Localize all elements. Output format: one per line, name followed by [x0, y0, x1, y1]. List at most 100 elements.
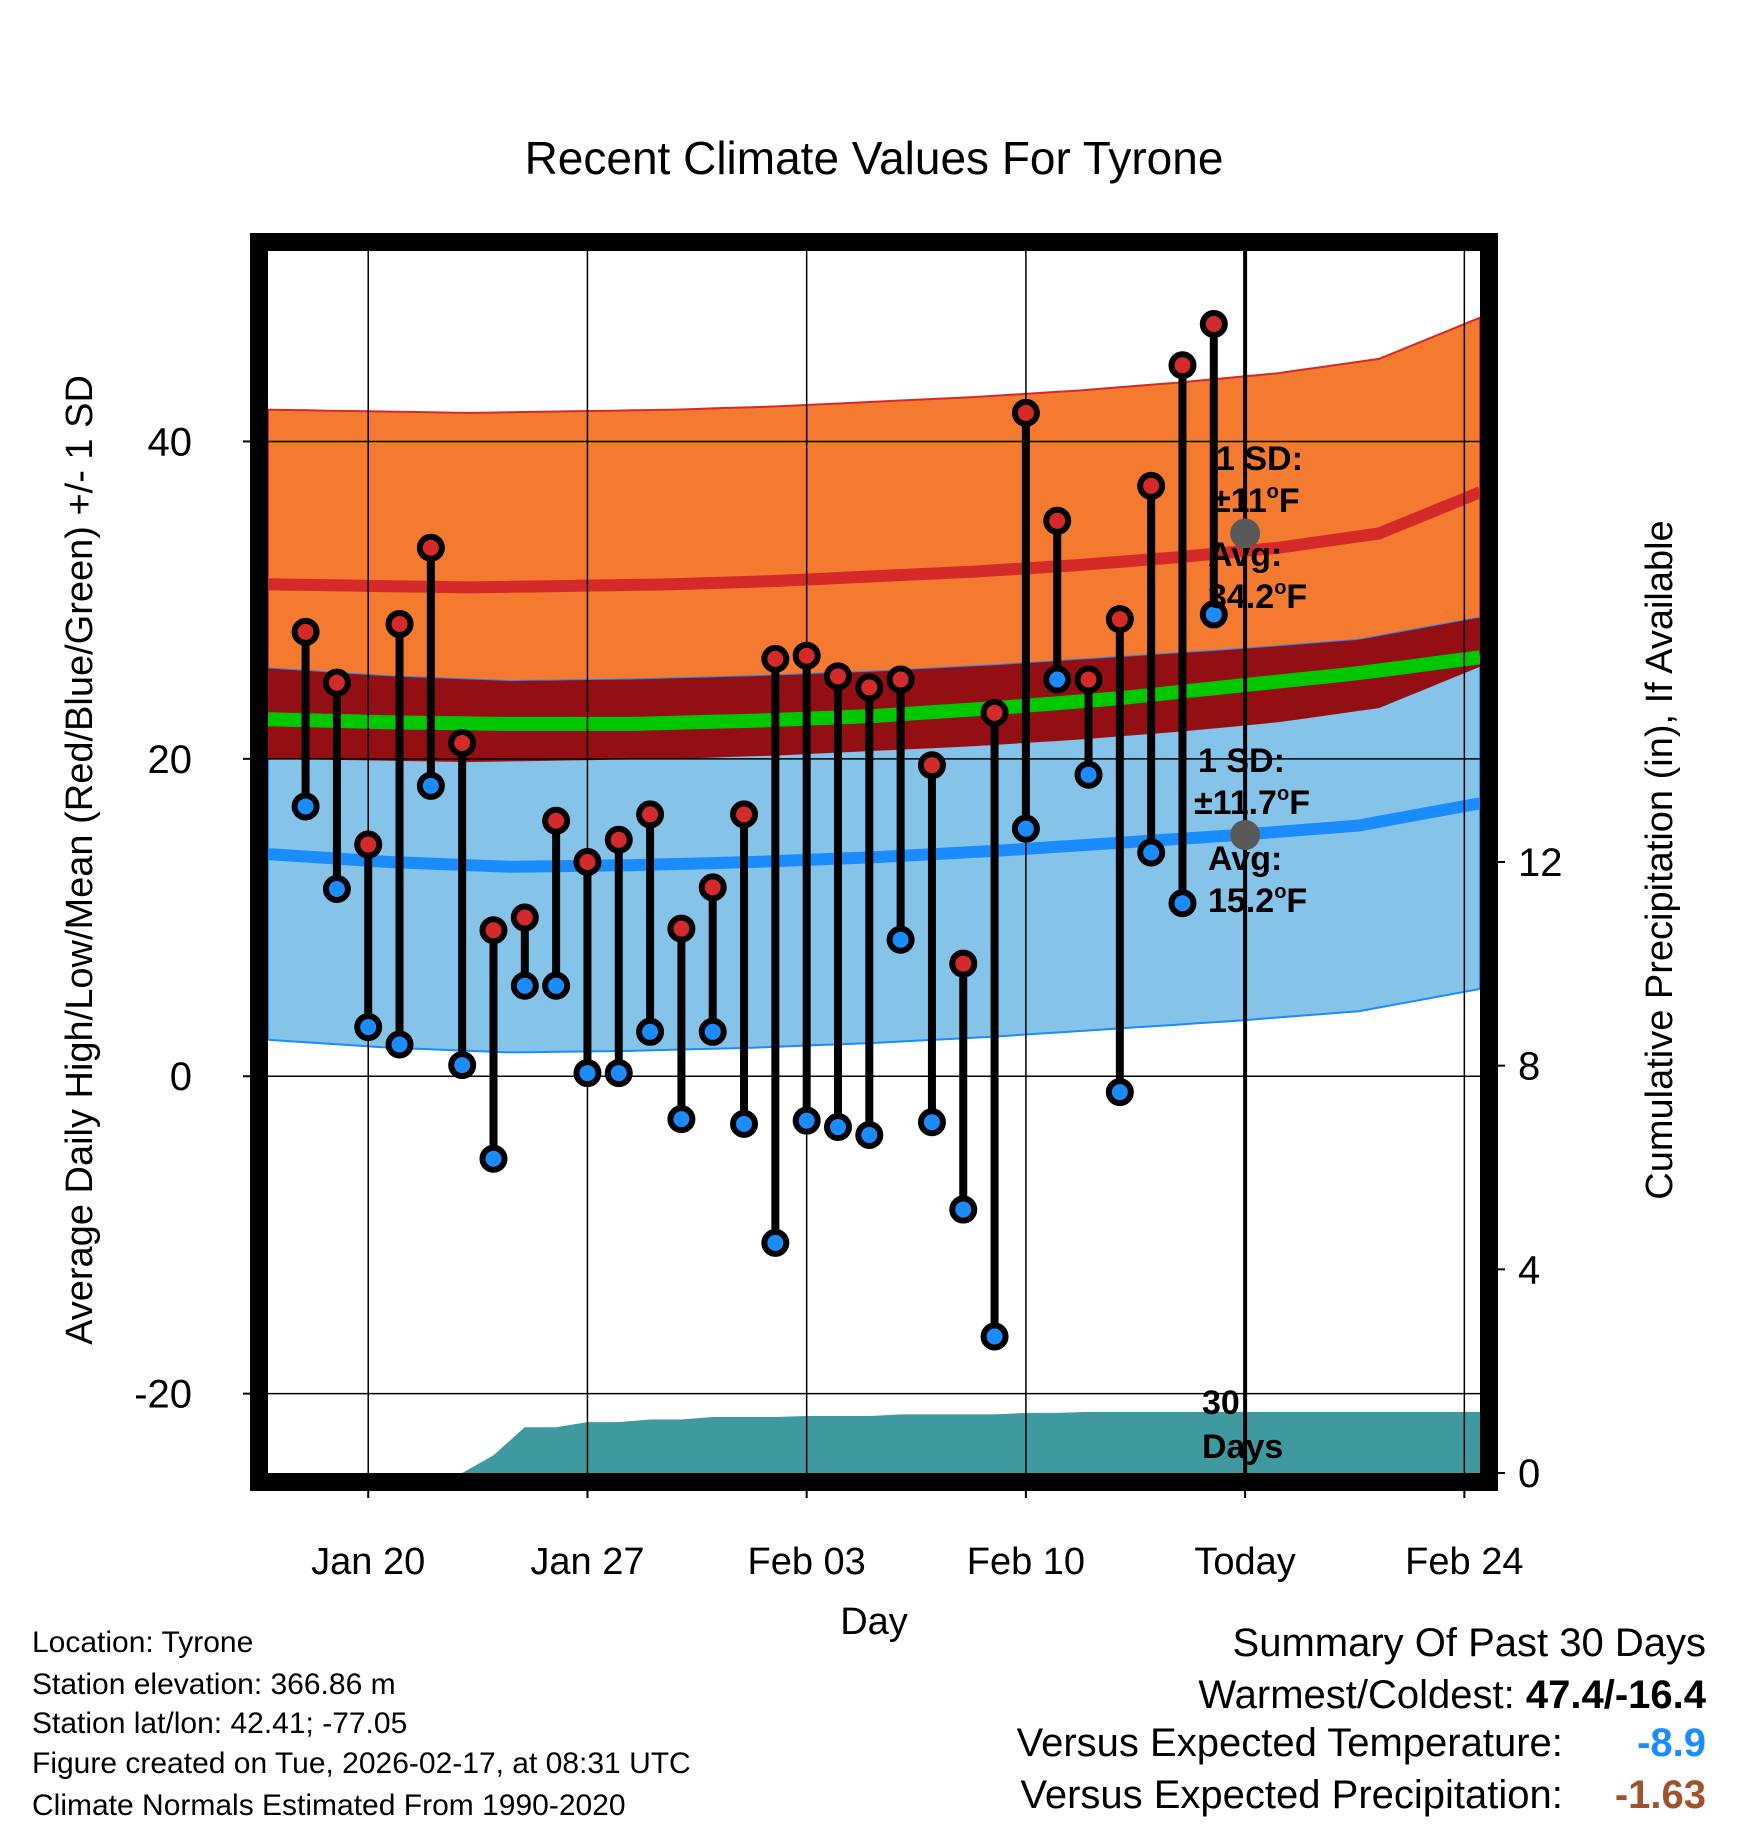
daily-low-point: [823, 1113, 852, 1142]
daily-low-point: [636, 1017, 665, 1046]
low-sd-value: ±11.7oF: [1194, 783, 1310, 822]
daily-high-point: [949, 949, 978, 978]
low-avg-value-unit: F: [1286, 882, 1307, 920]
daily-low-point: [1199, 600, 1228, 629]
daily-low-point: [573, 1059, 602, 1088]
info-latlon: Station lat/lon: 42.41; -77.05: [32, 1707, 408, 1740]
daily-high-point: [1168, 351, 1197, 380]
y-tick-label: 40: [148, 420, 193, 464]
high-sd-value: ±11oF: [1212, 481, 1300, 520]
summary-precip-label: Versus Expected Precipitation:: [1020, 1773, 1563, 1817]
summary-temp-value: -8.9: [1637, 1721, 1706, 1765]
daily-high-point: [792, 641, 821, 670]
daily-high-point: [1011, 398, 1040, 427]
daily-high-point: [448, 728, 477, 757]
daily-low-point: [949, 1195, 978, 1224]
daily-high-point: [604, 825, 633, 854]
summary-temp-label: Versus Expected Temperature:: [1016, 1721, 1563, 1765]
high-sd-label: 1 SD:: [1216, 440, 1303, 478]
daily-high-point: [1199, 310, 1228, 339]
daily-low-point: [385, 1030, 414, 1059]
y2-tick-label: 0: [1518, 1452, 1540, 1496]
x-tick-label: Today: [1194, 1541, 1295, 1583]
summary-warmest-row: Warmest/Coldest: 47.4/-16.4: [1198, 1673, 1706, 1718]
daily-high-point: [416, 533, 445, 562]
chart-title: Recent Climate Values For Tyrone: [525, 132, 1224, 184]
daily-high-point: [823, 662, 852, 691]
low-avg-value-degree: o: [1274, 881, 1286, 903]
daily-low-point: [510, 971, 539, 1000]
daily-low-point: [322, 874, 351, 903]
daily-low-point: [291, 792, 320, 821]
summary-precip-value: -1.63: [1614, 1773, 1706, 1817]
daily-low-point: [698, 1017, 727, 1046]
precip-area: [268, 1411, 1480, 1473]
high-avg-label: Avg:: [1208, 536, 1282, 574]
daily-low-point: [1105, 1078, 1134, 1107]
summary-warmest-label: Warmest/Coldest:: [1198, 1673, 1515, 1717]
daily-high-point: [385, 609, 414, 638]
y2-tick-label: 12: [1518, 841, 1563, 885]
daily-high-point: [510, 903, 539, 932]
daily-low-point: [730, 1109, 759, 1138]
info-elevation: Station elevation: 366.86 m: [32, 1668, 396, 1701]
high-sd-value-degree: o: [1267, 481, 1279, 503]
daily-high-point: [636, 800, 665, 829]
daily-low-point: [917, 1108, 946, 1137]
daily-low-point: [1074, 760, 1103, 789]
daily-high-point: [1074, 665, 1103, 694]
high-avg-value: 34.2oF: [1208, 577, 1307, 616]
x-tick-label: Feb 10: [967, 1541, 1085, 1583]
summary-warmest-value: 47.4/-16.4: [1525, 1673, 1706, 1717]
daily-low-point: [980, 1322, 1009, 1351]
x-tick-label: Jan 20: [311, 1541, 425, 1583]
daily-low-point: [542, 971, 571, 1000]
normal-mean-line: [268, 650, 1480, 731]
daily-high-point: [855, 673, 884, 702]
window-days-number: 30: [1202, 1384, 1240, 1422]
high-avg-value-unit: F: [1286, 578, 1307, 616]
y2-tick-label: 4: [1518, 1248, 1540, 1292]
x-tick-label: Jan 27: [530, 1541, 644, 1583]
y-tick-label: -20: [134, 1373, 192, 1417]
y-axis-label: Average Daily High/Low/Mean (Red/Blue/Gr…: [59, 375, 101, 1345]
daily-high-point: [980, 698, 1009, 727]
normal-high-line: [268, 486, 1480, 594]
daily-low-point: [448, 1051, 477, 1080]
daily-low-point: [792, 1106, 821, 1135]
daily-high-point: [761, 644, 790, 673]
daily-high-point: [479, 916, 508, 945]
daily-low-point: [855, 1120, 884, 1149]
low-avg-value: 15.2oF: [1208, 881, 1307, 920]
info-normals: Climate Normals Estimated From 1990-2020: [32, 1789, 626, 1822]
daily-low-point: [416, 771, 445, 800]
summary-precip-row: Versus Expected Precipitation: -1.63: [1020, 1773, 1706, 1818]
daily-low-point: [479, 1144, 508, 1173]
summary-temp-row: Versus Expected Temperature: -8.9: [1017, 1721, 1706, 1766]
daily-high-point: [1137, 471, 1166, 500]
y2-tick-label: 8: [1518, 1045, 1540, 1089]
info-location: Location: Tyrone: [32, 1626, 254, 1659]
daily-low-point: [886, 925, 915, 954]
daily-high-point: [886, 665, 915, 694]
y2-axis-label: Cumulative Precipitation (in), If Availa…: [1639, 520, 1681, 1199]
today-normal-high-dot: [1230, 518, 1261, 549]
daily-low-point: [354, 1013, 383, 1042]
daily-low-point: [1168, 889, 1197, 918]
y-tick-label: 20: [148, 738, 193, 782]
info-created: Figure created on Tue, 2026-02-17, at 08…: [32, 1747, 691, 1780]
daily-high-point: [917, 751, 946, 780]
normal-low-line: [268, 797, 1480, 873]
low-sd-label: 1 SD:: [1198, 742, 1285, 780]
daily-high-point: [291, 617, 320, 646]
daily-high-point: [354, 830, 383, 859]
daily-high-point: [542, 806, 571, 835]
summary-title-text: Summary Of Past 30 Days: [1232, 1621, 1706, 1665]
daily-low-point: [1137, 838, 1166, 867]
low-sd-value-degree: o: [1277, 783, 1289, 805]
daily-high-point: [667, 914, 696, 943]
daily-high-point: [698, 873, 727, 902]
plot-area: [268, 251, 1480, 1473]
daily-low-point: [1043, 665, 1072, 694]
